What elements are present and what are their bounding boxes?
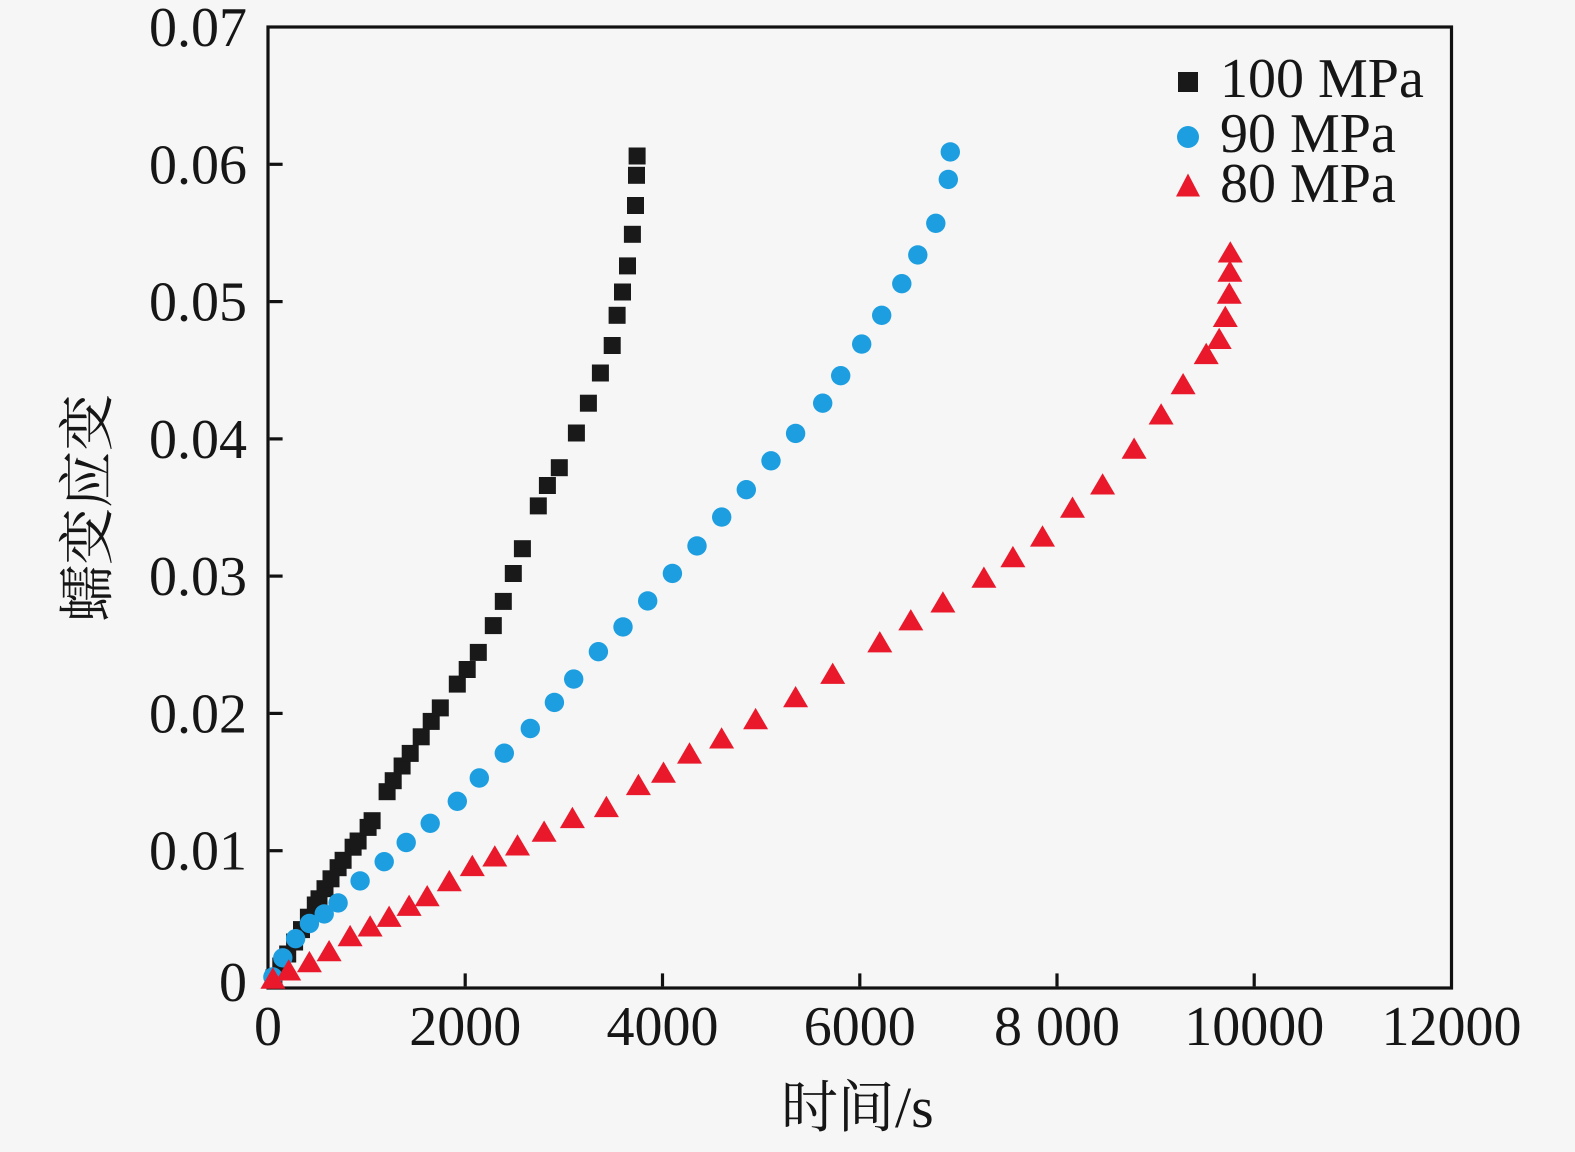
- svg-text:0.06: 0.06: [149, 134, 247, 196]
- svg-text:/s: /s: [895, 1075, 934, 1140]
- svg-text:0: 0: [219, 952, 247, 1014]
- svg-text:0.01: 0.01: [149, 821, 247, 883]
- svg-text:6000: 6000: [804, 996, 916, 1058]
- svg-text:0.05: 0.05: [149, 272, 247, 334]
- svg-text:12000: 12000: [1382, 996, 1522, 1058]
- svg-text:100 MPa: 100 MPa: [1220, 48, 1424, 110]
- svg-text:90 MPa: 90 MPa: [1220, 103, 1396, 165]
- svg-text:0.04: 0.04: [149, 409, 247, 471]
- svg-text:0.07: 0.07: [149, 0, 247, 59]
- svg-text:2000: 2000: [409, 996, 521, 1058]
- svg-text:0: 0: [254, 996, 282, 1058]
- svg-text:0.02: 0.02: [149, 683, 247, 745]
- svg-text:80 MPa: 80 MPa: [1220, 153, 1396, 215]
- svg-text:4000: 4000: [607, 996, 719, 1058]
- svg-text:8 000: 8 000: [994, 996, 1120, 1058]
- svg-text:10000: 10000: [1184, 996, 1324, 1058]
- svg-text:0.03: 0.03: [149, 546, 247, 608]
